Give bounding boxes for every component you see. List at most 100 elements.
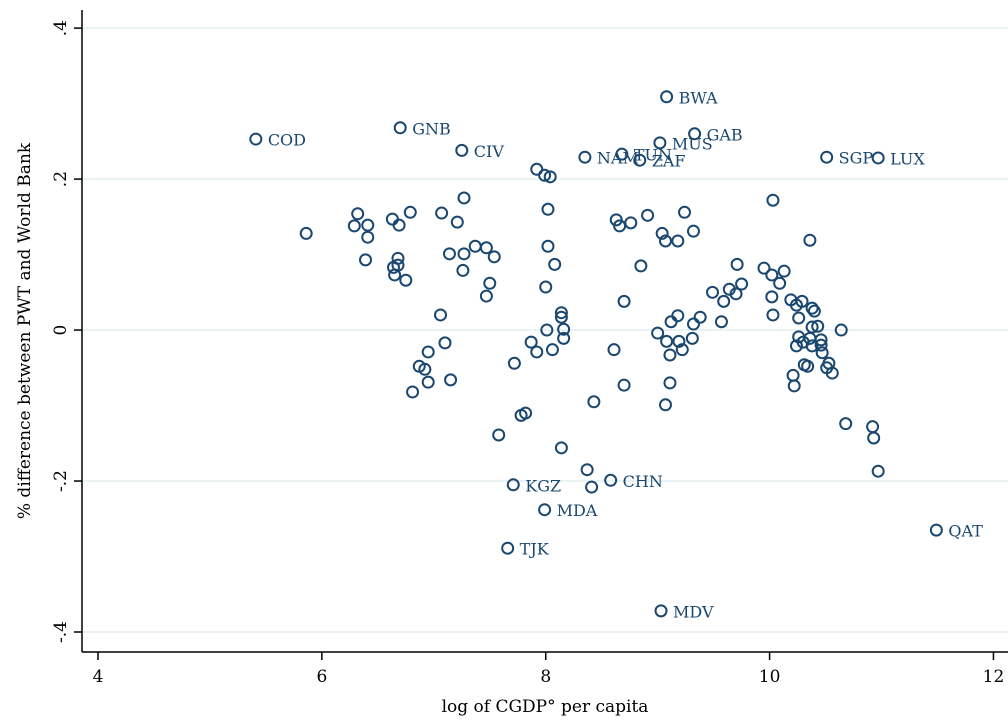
point: [514, 408, 528, 422]
point: [814, 333, 828, 347]
point: [839, 417, 853, 431]
point: [871, 151, 885, 165]
point: [545, 343, 559, 357]
point: [406, 385, 420, 399]
point: [492, 428, 506, 442]
point: [706, 285, 720, 299]
point: [795, 294, 809, 308]
y-tick-label: .4: [51, 20, 71, 36]
point: [807, 304, 821, 318]
point-label: MUS: [672, 134, 713, 153]
point: [399, 273, 413, 287]
point: [554, 306, 568, 320]
x-tick-label: 8: [540, 667, 551, 687]
point: [660, 334, 674, 348]
point: [678, 205, 692, 219]
point: [299, 226, 313, 240]
point: [672, 334, 686, 348]
point: [834, 323, 848, 337]
point: [450, 215, 464, 229]
point: [456, 263, 470, 277]
point: [792, 311, 806, 325]
point: [693, 310, 707, 324]
point: [786, 368, 800, 382]
point: [805, 320, 819, 334]
point: [585, 480, 599, 494]
point: [766, 308, 780, 322]
point: [871, 464, 885, 478]
point: [479, 241, 493, 255]
point: [524, 335, 538, 349]
point: [634, 259, 648, 273]
point: [714, 315, 728, 329]
point: [543, 170, 557, 184]
point: [688, 127, 702, 141]
point: [501, 541, 515, 555]
point: [663, 376, 677, 390]
point: [814, 338, 828, 352]
x-tick-label: 12: [983, 667, 1005, 687]
point: [675, 343, 689, 357]
point: [811, 319, 825, 333]
point-label: ZAF: [652, 152, 686, 171]
point: [787, 379, 801, 393]
point: [507, 356, 521, 370]
point: [641, 208, 655, 222]
point: [351, 207, 365, 221]
point: [530, 345, 544, 359]
point: [539, 280, 553, 294]
point: [249, 132, 263, 146]
point: [538, 168, 552, 182]
point: [765, 290, 779, 304]
point: [671, 234, 685, 248]
point: [538, 503, 552, 517]
point: [773, 276, 787, 290]
point: [801, 359, 815, 373]
point: [388, 268, 402, 282]
point: [660, 90, 674, 104]
point-label: QAT: [948, 522, 983, 541]
point: [686, 224, 700, 238]
point: [730, 257, 744, 271]
x-tick-label: 6: [316, 667, 327, 687]
point: [929, 523, 943, 537]
point: [468, 239, 482, 253]
point: [455, 143, 469, 157]
point: [361, 230, 375, 244]
point: [658, 398, 672, 412]
point: [789, 339, 803, 353]
point: [729, 287, 743, 301]
point-label: MDV: [673, 602, 714, 621]
point-label: CHN: [623, 472, 663, 491]
point: [805, 339, 819, 353]
point: [444, 373, 458, 387]
point: [435, 206, 449, 220]
point: [867, 431, 881, 445]
point-label: LUX: [890, 149, 925, 168]
point: [735, 277, 749, 291]
point: [685, 331, 699, 345]
y-tick-label: 0: [51, 325, 71, 336]
point-label: TUN: [634, 146, 672, 165]
point: [479, 289, 493, 303]
x-tick-label: 10: [759, 667, 781, 687]
point: [633, 153, 647, 167]
point: [663, 348, 677, 362]
point: [347, 219, 361, 233]
x-tick-label: 4: [93, 667, 104, 687]
point: [651, 326, 665, 340]
point: [483, 276, 497, 290]
point: [442, 247, 456, 261]
point: [421, 375, 435, 389]
point: [717, 294, 731, 308]
point: [615, 147, 629, 161]
point-label: MDA: [557, 501, 598, 520]
point: [792, 330, 806, 344]
point: [457, 191, 471, 205]
point: [554, 310, 568, 324]
point: [617, 294, 631, 308]
y-tick-label: -.2: [51, 470, 71, 492]
point: [607, 343, 621, 357]
point: [654, 604, 668, 618]
